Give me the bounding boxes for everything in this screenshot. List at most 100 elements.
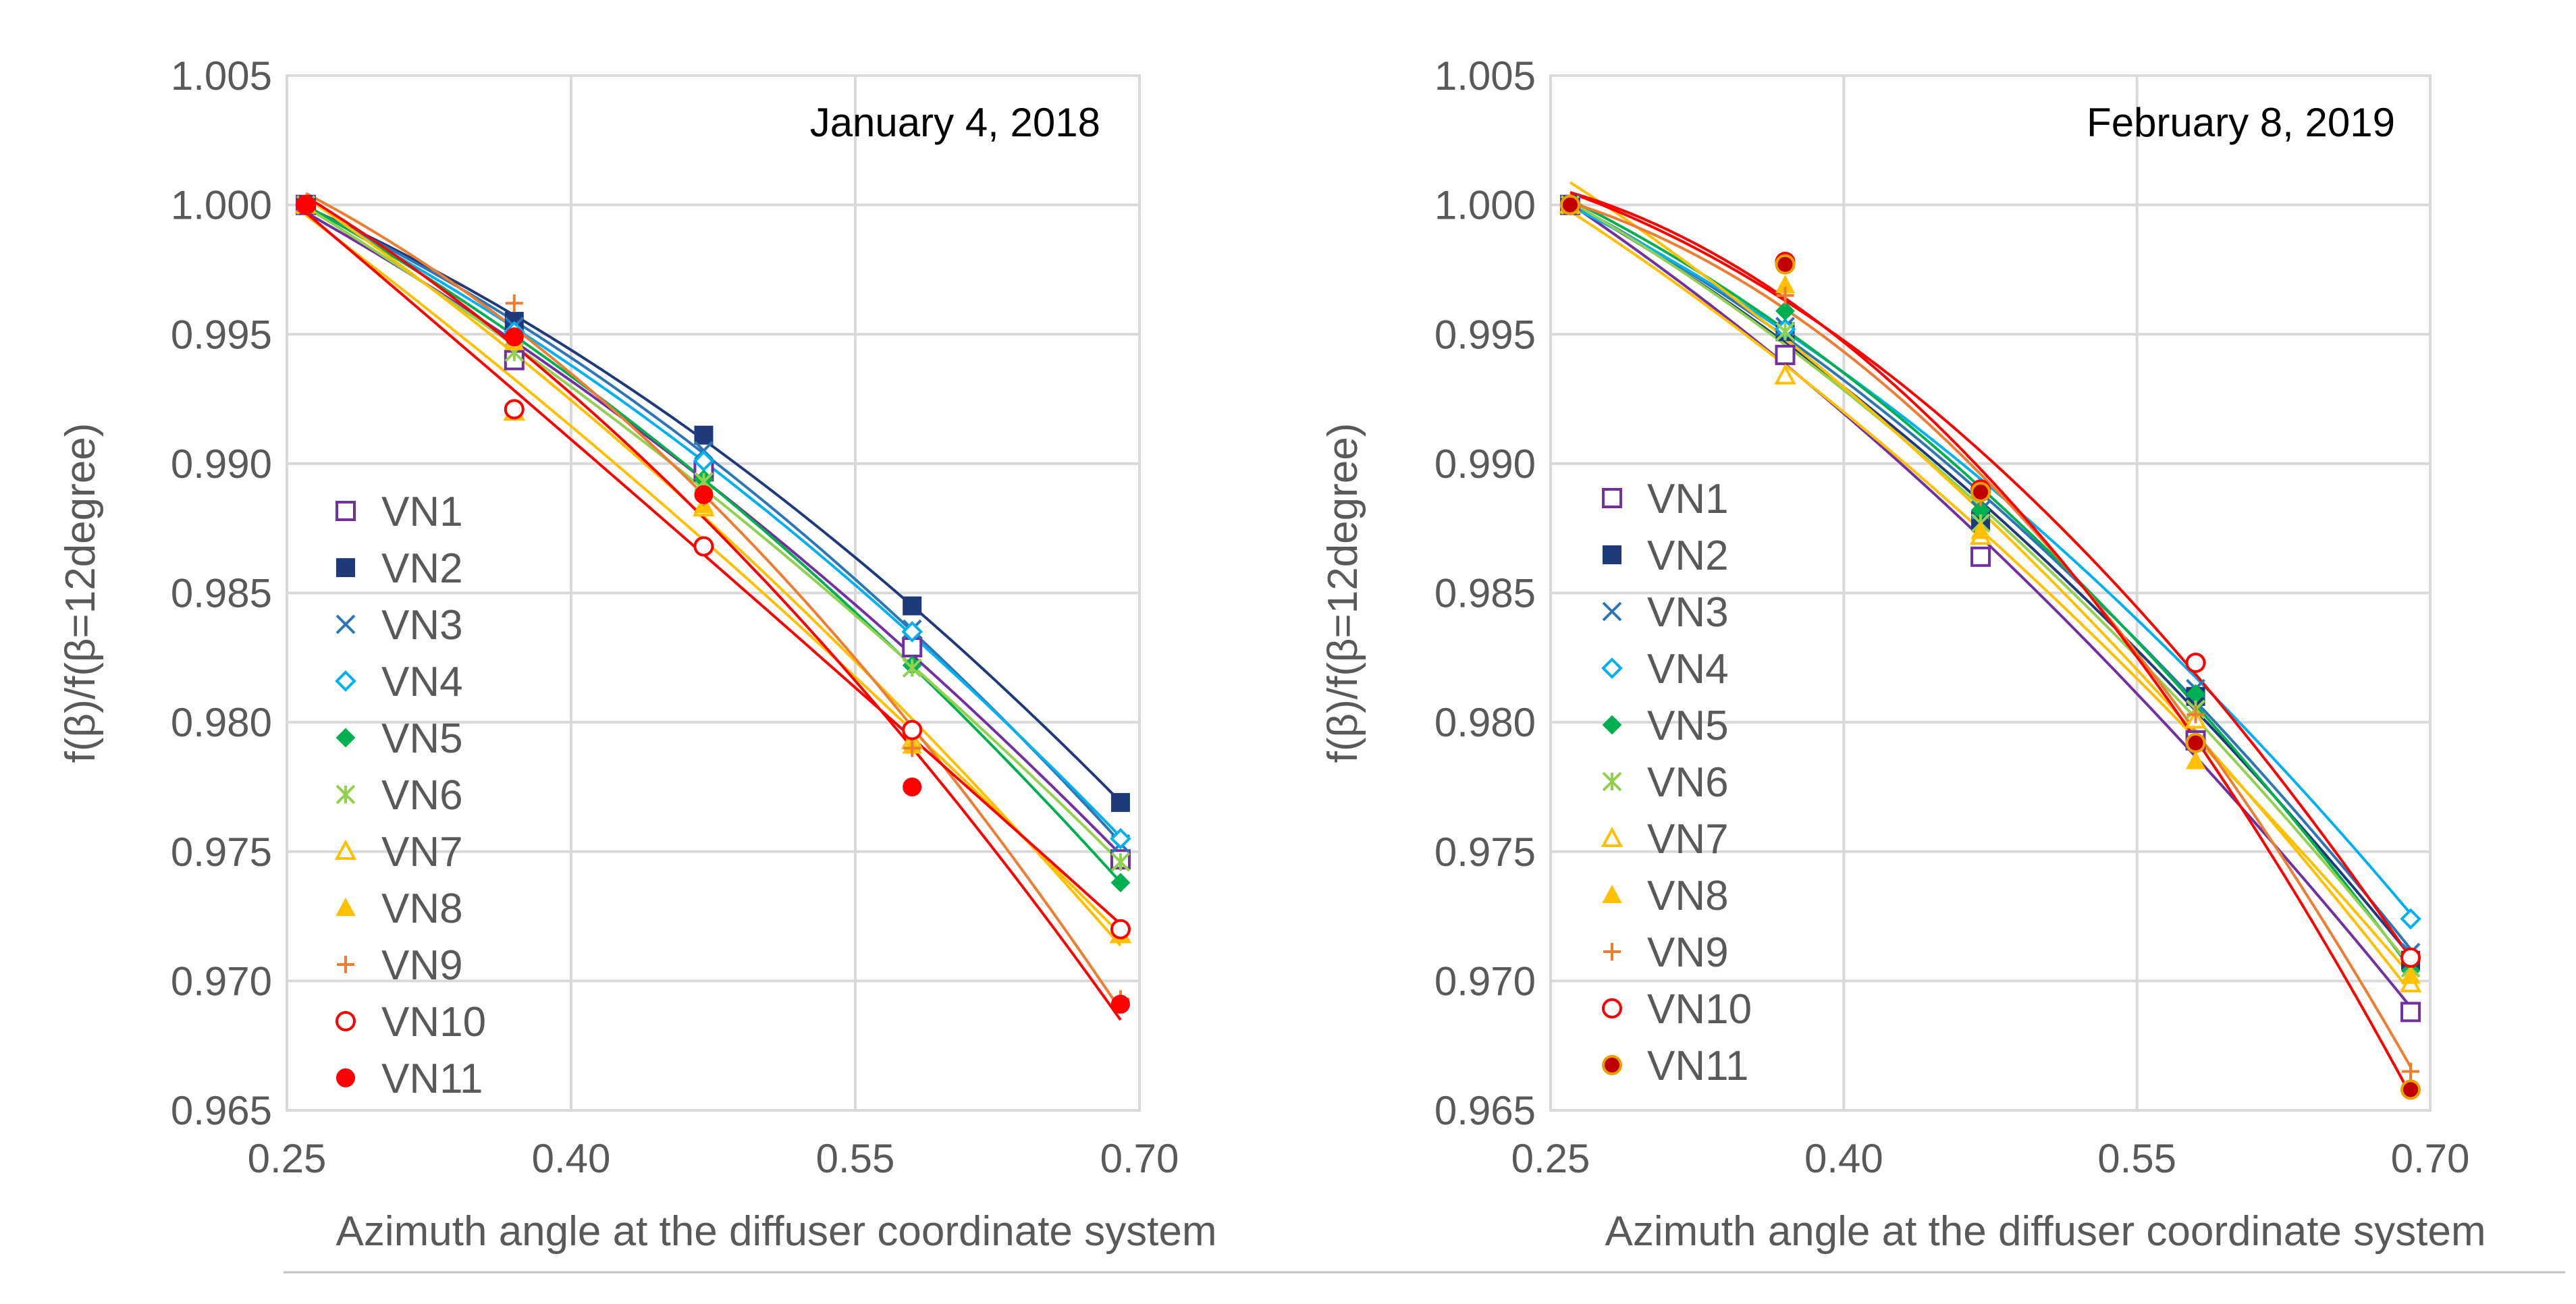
- legend-label-vn6: VN6: [1647, 759, 1729, 806]
- data-point-vn9: [505, 294, 523, 313]
- legend-label-vn4: VN4: [381, 659, 463, 705]
- y-tick-label: 0.990: [1434, 441, 1536, 487]
- legend-marker-vn3: [336, 614, 356, 634]
- legend-label-vn10: VN10: [381, 999, 486, 1045]
- data-point-vn4: [1110, 827, 1131, 850]
- data-point-vn6: [1110, 852, 1131, 872]
- x-tick-label: 0.40: [1804, 1136, 1883, 1181]
- data-point-vn9: [2402, 1062, 2420, 1081]
- data-point-vn11: [2400, 1079, 2421, 1100]
- legend-label-vn3: VN3: [1647, 589, 1729, 636]
- legend-label-vn11: VN11: [381, 1056, 483, 1102]
- legend-label-vn11: VN11: [1647, 1043, 1749, 1089]
- legend-label-vn1: VN1: [381, 489, 463, 535]
- y-tick-label: 0.970: [1434, 958, 1536, 1004]
- legend-label-vn9: VN9: [1647, 929, 1729, 976]
- data-point-vn2: [694, 425, 714, 445]
- fit-line-vn9: [1569, 200, 2412, 1068]
- data-point-vn9: [1776, 286, 1794, 304]
- legend-marker-vn10: [1602, 998, 1622, 1018]
- legend-marker-vn11: [1602, 1055, 1622, 1075]
- data-point-vn11: [504, 327, 524, 347]
- data-point-vn11: [1559, 194, 1580, 215]
- x-tick-label: 0.25: [1511, 1136, 1590, 1181]
- chart-title: February 8, 2019: [2087, 100, 2395, 145]
- data-point-vn11: [694, 485, 714, 504]
- data-point-vn6: [902, 658, 922, 678]
- fit-line-vn11: [305, 195, 1122, 1021]
- data-point-vn5: [1775, 301, 1795, 321]
- legend-marker-vn5: [1602, 715, 1622, 735]
- data-point-vn10: [504, 399, 525, 420]
- y-tick-label: 0.990: [171, 441, 272, 487]
- x-tick-label: 0.40: [532, 1136, 611, 1181]
- legend-marker-vn4: [1601, 657, 1623, 679]
- data-point-vn1: [1775, 344, 1796, 365]
- legend-marker-vn5: [336, 728, 356, 748]
- data-point-vn8: [2185, 751, 2206, 769]
- data-point-vn8: [1970, 520, 1991, 539]
- y-tick-label: 1.005: [171, 53, 272, 99]
- y-tick-label: 0.975: [171, 830, 272, 875]
- legend-marker-vn8: [336, 897, 356, 917]
- fit-line-vn11: [1569, 191, 2412, 1096]
- y-tick-label: 0.980: [1434, 700, 1536, 745]
- data-point-vn2: [903, 596, 922, 616]
- data-point-vn10: [693, 536, 714, 557]
- data-point-vn7: [1774, 364, 1796, 385]
- data-point-vn9: [903, 739, 921, 757]
- y-tick-label: 0.970: [171, 958, 272, 1004]
- x-tick-label: 0.25: [248, 1136, 327, 1181]
- data-point-vn1: [2400, 1002, 2421, 1023]
- legend-marker-vn10: [336, 1011, 356, 1031]
- legend-marker-vn8: [1602, 884, 1622, 904]
- fit-line-vn5: [305, 204, 1122, 884]
- x-axis-title: Azimuth angle at the diffuser coordinate…: [336, 1208, 1217, 1255]
- legend-label-vn8: VN8: [1647, 873, 1729, 919]
- data-point-vn8: [2400, 965, 2421, 984]
- data-point-vn6: [1775, 322, 1795, 342]
- data-point-vn2: [1110, 792, 1130, 812]
- data-point-vn10: [2400, 947, 2421, 968]
- data-point-vn10: [1110, 919, 1131, 940]
- data-point-vn4: [2400, 908, 2421, 930]
- fit-line-vn7: [1569, 210, 2412, 977]
- y-tick-label: 0.995: [171, 312, 272, 357]
- y-axis-title: f(β)/f(β=12degree): [1320, 423, 1366, 763]
- x-tick-label: 0.70: [2391, 1136, 2470, 1181]
- y-tick-label: 0.995: [1434, 312, 1536, 357]
- legend-marker-vn6: [1602, 771, 1622, 792]
- x-tick-label: 0.55: [816, 1136, 895, 1181]
- plot-area-border: [286, 74, 1141, 1112]
- plot-area-border: [1549, 74, 2432, 1112]
- fit-line-vn10: [1569, 191, 2412, 959]
- legend-marker-vn2: [1603, 545, 1621, 564]
- legend-marker-vn11: [336, 1068, 355, 1087]
- legend-marker-vn7: [334, 839, 357, 861]
- legend-marker-vn9: [1603, 943, 1621, 960]
- legend-marker-vn1: [1602, 488, 1622, 508]
- data-point-vn11: [296, 195, 316, 215]
- y-tick-label: 1.000: [171, 183, 272, 228]
- legend-marker-vn7: [1601, 826, 1624, 848]
- y-tick-label: 1.005: [1434, 53, 1536, 99]
- chart-january-2018: 0.965 0.970 0.975 0.980 0.985 0.990 0.995 1.000…: [57, 53, 1217, 1255]
- legend-label-vn1: VN1: [1647, 476, 1729, 522]
- legend-label-vn3: VN3: [381, 602, 463, 649]
- legend-label-vn7: VN7: [381, 829, 463, 875]
- y-tick-label: 0.965: [1434, 1088, 1536, 1133]
- chart-february-2019: 0.965 0.970 0.975 0.980 0.985 0.990 0.995 1.000…: [1320, 53, 2486, 1255]
- fit-line-vn8: [304, 196, 1122, 947]
- fit-line-vn10: [304, 211, 1122, 925]
- data-point-vn11: [903, 777, 922, 796]
- legend-label-vn4: VN4: [1647, 646, 1729, 692]
- data-point-vn11: [2185, 732, 2206, 753]
- fit-line-vn3: [1569, 201, 2412, 950]
- y-tick-label: 0.965: [171, 1088, 272, 1133]
- y-tick-label: 0.975: [1434, 830, 1536, 875]
- legend-label-vn9: VN9: [381, 942, 463, 989]
- legend-label-vn2: VN2: [381, 545, 463, 592]
- legend-label-vn7: VN7: [1647, 816, 1729, 863]
- data-point-vn11: [1110, 994, 1130, 1014]
- legend-label-vn5: VN5: [1647, 703, 1729, 749]
